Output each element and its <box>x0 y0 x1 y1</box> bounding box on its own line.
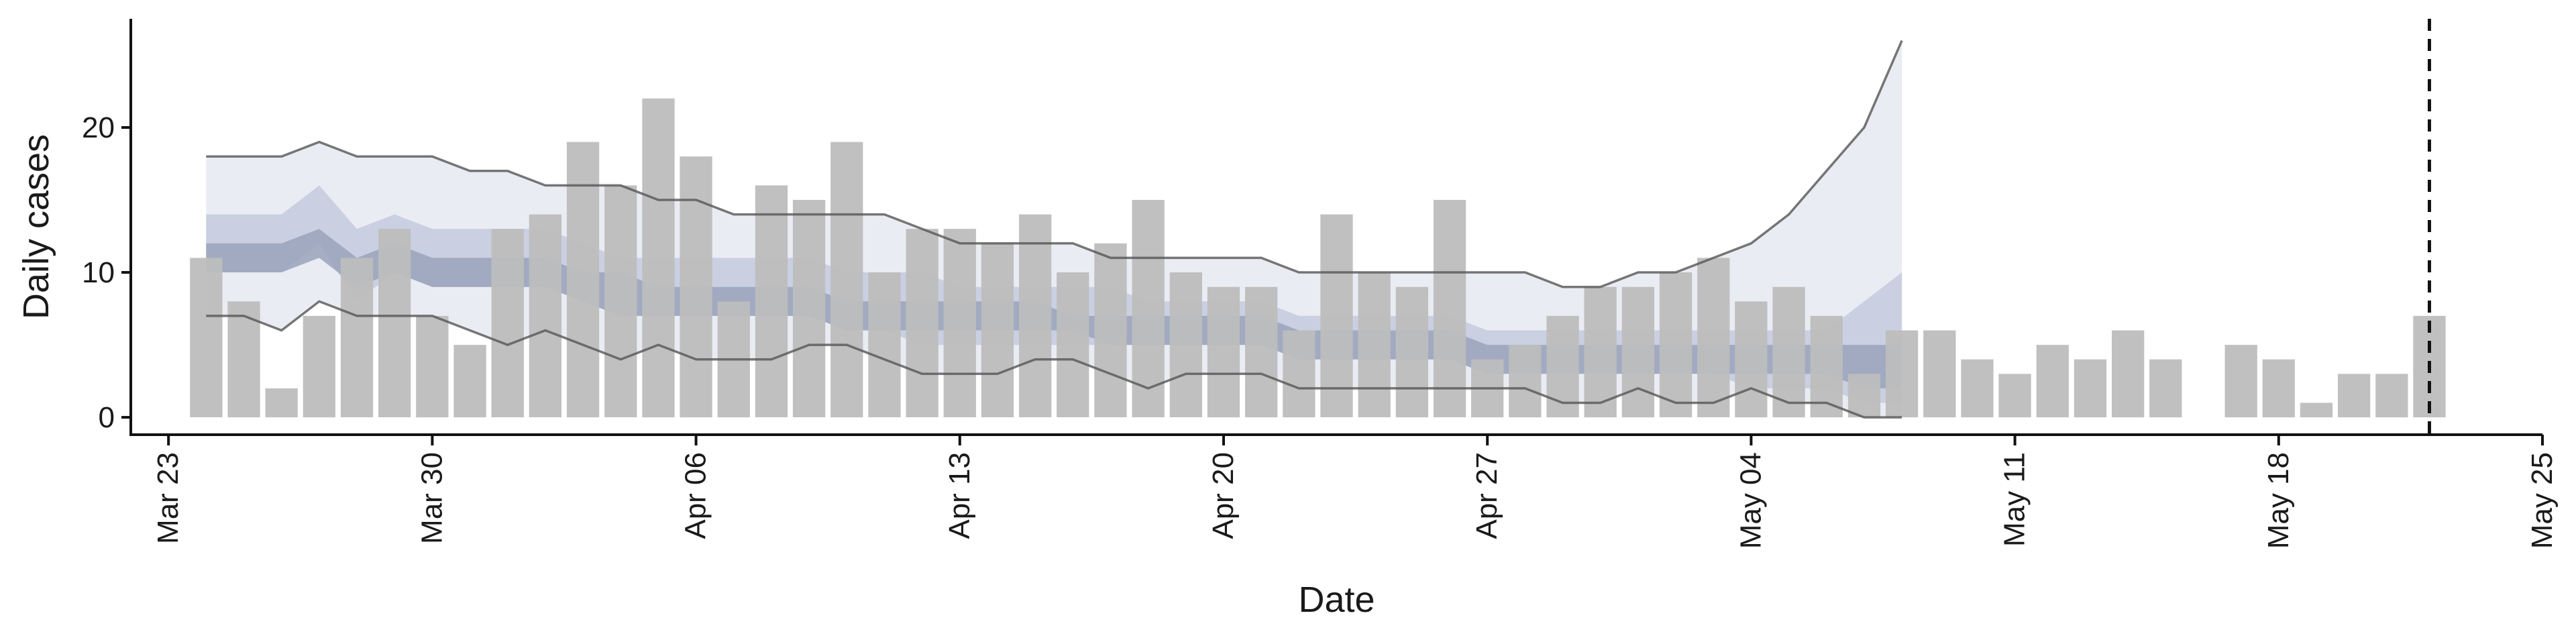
bar-2020-04-06 <box>680 156 712 418</box>
bar-2020-04-01 <box>491 229 524 417</box>
y-axis-title: Daily cases <box>16 134 56 319</box>
x-tick-label: Mar 30 <box>415 452 448 544</box>
bar-2020-03-27 <box>303 315 335 418</box>
x-tick-label: May 25 <box>2526 452 2559 549</box>
x-tick-label: Apr 06 <box>680 452 712 539</box>
x-axis-ticks: Mar 23 Mar 30 Apr 06 Apr 13 Apr 20 Apr 27 May … <box>152 435 2559 549</box>
bar-2020-04-11 <box>868 272 901 417</box>
bar-2020-05-13 <box>2074 359 2107 418</box>
bar-2020-04-24 <box>1358 272 1391 417</box>
bar-2020-05-06 <box>1810 315 1843 418</box>
upper-interval-line <box>206 40 1903 288</box>
bar-2020-04-19 <box>1169 272 1202 417</box>
bar-2020-03-28 <box>340 258 374 417</box>
bar-2020-05-10 <box>1961 359 1994 418</box>
x-tick-label: May 18 <box>2262 452 2295 549</box>
bar-2020-04-12 <box>906 229 938 417</box>
bar-2020-04-13 <box>943 229 976 417</box>
y-tick-label: 10 <box>82 256 115 289</box>
x-tick-label: Apr 27 <box>1470 452 1503 539</box>
bar-2020-03-29 <box>378 229 411 417</box>
bar-2020-04-04 <box>604 185 637 417</box>
bar-2020-03-30 <box>416 315 449 418</box>
bar-2020-04-08 <box>755 185 788 417</box>
bar-2020-04-17 <box>1094 243 1127 417</box>
bar-2020-05-04 <box>1735 301 1768 418</box>
bar-2020-04-02 <box>529 214 561 417</box>
lower-interval-line <box>206 300 1902 419</box>
bar-2020-05-11 <box>1998 374 2031 418</box>
bar-2020-05-07 <box>1847 374 1881 418</box>
y-tick-label: 20 <box>82 111 115 144</box>
bar-2020-04-21 <box>1245 286 1278 418</box>
bar-2020-05-19 <box>2300 402 2333 418</box>
bar-2020-05-15 <box>2149 359 2182 418</box>
bar-2020-04-30 <box>1584 286 1617 418</box>
bar-2020-04-23 <box>1320 214 1353 417</box>
bar-2020-03-31 <box>453 345 486 418</box>
bar-2020-05-01 <box>1621 286 1654 418</box>
y-tick-label: 0 <box>99 401 115 434</box>
bar-2020-05-05 <box>1772 286 1805 418</box>
nowcast-interval-lines <box>206 40 1903 419</box>
daily-case-bars <box>190 98 2446 418</box>
bar-2020-05-08 <box>1885 330 1919 418</box>
bar-2020-03-24 <box>190 258 223 417</box>
bar-2020-05-09 <box>1923 330 1956 418</box>
bar-2020-05-21 <box>2375 374 2408 418</box>
bar-2020-04-10 <box>830 142 863 418</box>
bar-2020-04-05 <box>642 98 675 418</box>
bar-2020-05-20 <box>2338 374 2371 418</box>
bar-2020-04-03 <box>566 142 600 418</box>
bar-2020-04-20 <box>1207 286 1240 418</box>
bar-2020-04-16 <box>1057 272 1089 417</box>
y-axis-ticks: 0 10 20 <box>82 111 131 434</box>
x-tick-label: May 11 <box>1998 452 2031 547</box>
band-20-percent <box>206 229 1902 388</box>
bar-2020-05-12 <box>2036 345 2069 418</box>
bar-2020-05-14 <box>2112 330 2145 418</box>
x-tick-label: Apr 20 <box>1207 452 1240 539</box>
bar-2020-05-03 <box>1697 258 1730 417</box>
x-tick-label: Apr 13 <box>943 452 976 539</box>
bar-2020-04-29 <box>1546 315 1579 418</box>
bar-2020-04-14 <box>981 243 1014 417</box>
bar-2020-04-28 <box>1509 345 1542 418</box>
bar-2020-03-25 <box>227 301 260 418</box>
bar-2020-04-09 <box>792 200 826 417</box>
bar-2020-04-26 <box>1433 200 1466 417</box>
bar-2020-05-17 <box>2224 345 2257 418</box>
x-tick-label: Mar 23 <box>152 452 184 544</box>
bar-2020-05-18 <box>2262 359 2295 418</box>
bar-2020-03-26 <box>265 388 298 418</box>
bar-2020-04-22 <box>1283 330 1316 418</box>
bar-2020-04-18 <box>1132 200 1165 417</box>
bar-2020-05-02 <box>1659 272 1693 417</box>
x-axis-title: Date <box>1298 580 1375 620</box>
bar-2020-04-25 <box>1395 286 1428 418</box>
x-tick-label: May 04 <box>1734 452 1767 549</box>
bar-2020-04-15 <box>1019 214 1052 417</box>
